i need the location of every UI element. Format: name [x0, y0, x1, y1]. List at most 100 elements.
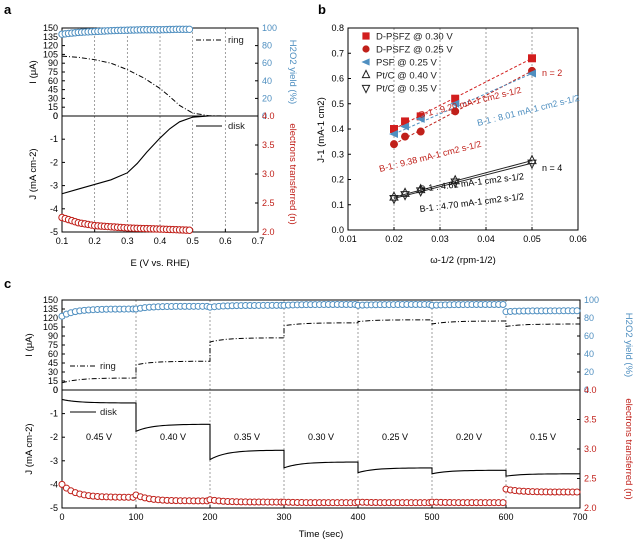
- panel-a-bottom-y-tick-label: -1: [50, 134, 58, 144]
- panel-a-x-tick-label: 0.6: [219, 236, 232, 246]
- panel-a-x-tick-label: 0.3: [121, 236, 134, 246]
- panel-c-x-tick-label: 500: [424, 512, 439, 522]
- panel-b-x-tick-label: 0.03: [431, 234, 449, 244]
- annotation-b1-470: B-1 : 4.70 mA-1 cm2 s-1/2: [419, 191, 524, 214]
- panel-b-y-tick-label: 0.2: [331, 175, 344, 185]
- panel-a-top-y-tick-label: 75: [48, 67, 58, 77]
- legend-marker-2: [361, 58, 370, 66]
- data-point-series-4: [527, 159, 537, 170]
- panel-b-y-tick-label: 0.4: [331, 124, 344, 134]
- electron-number-point-c: [58, 480, 66, 488]
- panel-c-bottom-ry-tick-label: 2.5: [584, 474, 597, 484]
- panel-c-top-ry-tick-label: 20: [584, 367, 594, 377]
- panel-a-top-ry-tick-label: 40: [262, 76, 272, 86]
- panel-c-top-y-tick-label: 120: [43, 313, 58, 323]
- panel-c-top-y-tick-label: 75: [48, 340, 58, 350]
- panel-c-x-tick-label: 200: [202, 512, 217, 522]
- panel-c-bottom-y-tick-label: -4: [50, 479, 58, 489]
- ring-legend-label: ring: [228, 35, 244, 46]
- panel-c-top-ry-tick-label: 80: [584, 313, 594, 323]
- panel-c-x-tick-label: 400: [350, 512, 365, 522]
- panel-c-top-y-tick-label: 45: [48, 358, 58, 368]
- data-point-series-4: [400, 191, 410, 201]
- data-point-series-2: [389, 130, 398, 139]
- panel-a-bottom-right-ylabel: electrons transferred (n): [287, 123, 298, 224]
- panel-a-top-y-tick-label: 60: [48, 76, 58, 86]
- fit-line-4: [393, 162, 533, 199]
- disk-legend-label-c: disk: [100, 407, 117, 418]
- panel-b-y-tick-label: 0.5: [331, 99, 344, 109]
- panel-c-bottom-ry-tick-label: 3.5: [584, 415, 597, 425]
- panel-c-bottom-y-tick-label: -5: [50, 503, 58, 513]
- panel-c-bottom-y-tick-label: -2: [50, 432, 58, 442]
- panel-a-top-right-ylabel: H2O2 yield (%): [287, 40, 298, 104]
- data-point-series-3: [415, 183, 426, 194]
- panel-a-x-tick-label: 0.2: [88, 236, 101, 246]
- disk-legend-label: disk: [228, 121, 245, 132]
- panel-a-top-y-tick-label: 90: [48, 58, 58, 68]
- panel-c-bottom-y-tick-label: -1: [50, 409, 58, 419]
- panel-c-bottom-ylabel: J (mA cm-2): [24, 423, 35, 474]
- data-point-series-0: [528, 54, 536, 63]
- panel-a-x-tick-label: 0.5: [186, 236, 199, 246]
- legend-marker-4: [361, 84, 371, 94]
- panel-c-top-y-tick-label: 30: [48, 367, 58, 377]
- legend-marker-0: [362, 32, 370, 40]
- panel-c-bottom-ry-tick-label: 2.0: [584, 503, 597, 513]
- step-potential-label: 0.35 V: [234, 432, 260, 442]
- data-point-series-2: [450, 99, 460, 108]
- panel-a-marks: [58, 25, 258, 234]
- panel-c-top-ry-tick-label: 100: [584, 295, 599, 305]
- data-point-series-2: [400, 122, 410, 131]
- panel-c-top-y-tick-label: 135: [43, 304, 58, 314]
- panel-a-bottom-ylabel: J (mA cm-2): [28, 148, 39, 199]
- panel-b-y-tick-label: 0.0: [331, 225, 344, 235]
- data-point-series-1: [451, 107, 460, 116]
- panel-b-x-tick-label: 0.04: [477, 234, 495, 244]
- panel-a-top-y-tick-label: 120: [43, 41, 58, 51]
- panel-b: b 0.00.10.20.30.40.50.60.70.80.01 0.02 0.0…: [316, 2, 587, 266]
- data-point-series-3: [389, 191, 399, 201]
- panel-a-x-tick-label: 0.7: [252, 236, 265, 246]
- panel-a-top-ry-tick-label: 60: [262, 58, 272, 68]
- step-potential-label: 0.30 V: [308, 432, 334, 442]
- panel-a-bottom-y-tick-label: 0: [53, 111, 58, 121]
- data-point-series-4: [389, 194, 399, 205]
- panel-a-top-ry-tick-label: 80: [262, 41, 272, 51]
- panel-a-bottom-y-tick-label: -2: [50, 157, 58, 167]
- data-point-series-0: [416, 112, 425, 121]
- data-point-series-1: [390, 140, 398, 149]
- panel-a-bottom-ry-tick-label: 3.5: [262, 140, 275, 150]
- ring-legend-label-c: ring: [100, 361, 116, 372]
- legend-marker-1: [362, 45, 370, 53]
- legend-label-0: D-PSFZ @ 0.30 V: [376, 32, 453, 43]
- disk-current-line: [61, 115, 258, 195]
- electron-number-point-c: [573, 488, 581, 496]
- electron-number-point-c: [499, 499, 507, 507]
- panel-c-top-y-tick-label: 105: [43, 322, 58, 332]
- panel-b-xlabel: ω-1/2 (rpm-1/2): [430, 255, 495, 266]
- panel-c-x-tick-label: 300: [276, 512, 291, 522]
- legend-label-1: D-PSFZ @ 0.25 V: [376, 45, 453, 56]
- electron-number-point: [185, 226, 194, 234]
- panel-b-x-tick-label: 0.02: [385, 234, 403, 244]
- panel-a-bottom-ry-tick-label: 4.0: [262, 111, 275, 121]
- panel-c-bottom-ry-tick-label: 3.0: [584, 444, 597, 454]
- panel-a-top-ry-tick-label: 20: [262, 93, 272, 103]
- panel-c-bottom-y-tick-label: 0: [53, 385, 58, 395]
- yield-point: [185, 25, 194, 34]
- panel-a-top-ylabel: I (μA): [28, 60, 39, 83]
- panel-c-top-y-tick-label: 60: [48, 349, 58, 359]
- step-potential-label: 0.25 V: [382, 432, 408, 442]
- panel-b-y-tick-label: 0.6: [331, 74, 344, 84]
- panel-a-bottom-ry-tick-label: 2.5: [262, 198, 275, 208]
- fit-line-2: [393, 72, 533, 135]
- ring-current-line-c: [61, 319, 580, 384]
- panel-c-gridlines: [135, 300, 507, 508]
- panel-a-top-y-tick-label: 135: [43, 32, 58, 42]
- data-point-series-1: [401, 132, 410, 141]
- panel-b-letter: b: [318, 2, 326, 17]
- panel-b-ylabel: J-1 (mA-1 cm2): [316, 97, 327, 162]
- data-point-series-4: [450, 178, 460, 189]
